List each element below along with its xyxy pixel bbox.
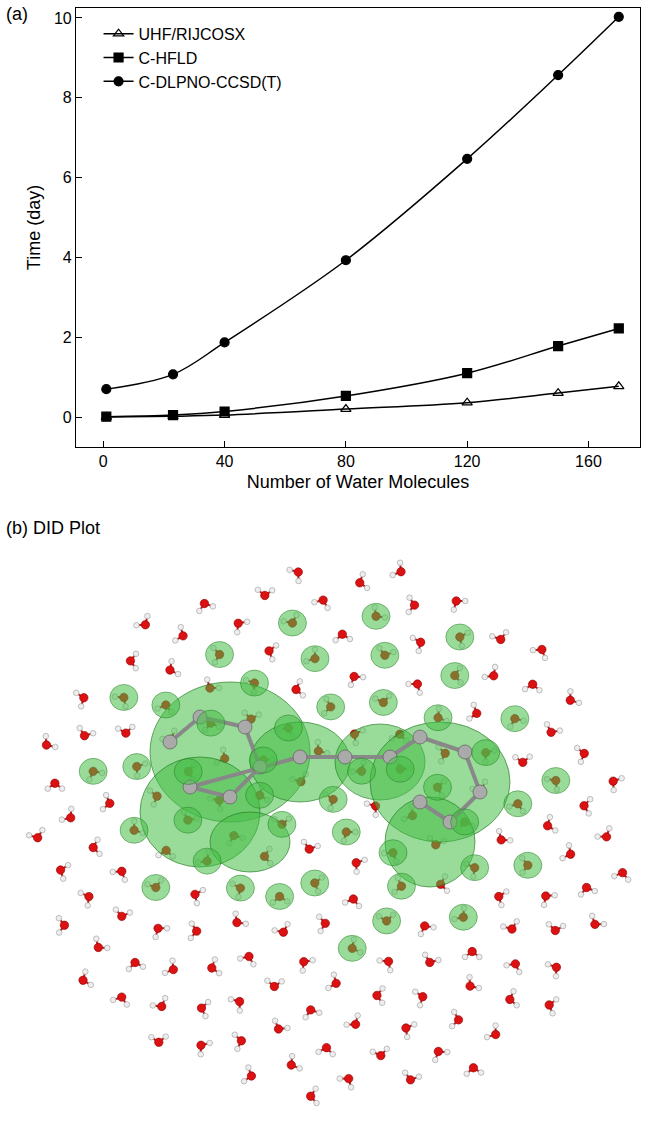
svg-text:0: 0 <box>63 409 72 426</box>
svg-text:6: 6 <box>63 169 72 186</box>
svg-text:2: 2 <box>63 329 72 346</box>
svg-text:40: 40 <box>216 453 234 470</box>
svg-text:0: 0 <box>99 453 108 470</box>
svg-text:UHF/RIJCOSX: UHF/RIJCOSX <box>139 26 246 43</box>
svg-text:(b) DID Plot: (b) DID Plot <box>6 518 100 538</box>
svg-text:4: 4 <box>63 249 72 266</box>
svg-text:C-DLPNO-CCSD(T): C-DLPNO-CCSD(T) <box>139 74 282 91</box>
svg-text:10: 10 <box>54 10 72 27</box>
svg-text:C-HFLD: C-HFLD <box>139 50 198 67</box>
html-text:(a): (a) <box>6 4 28 24</box>
svg-text:160: 160 <box>575 453 602 470</box>
svg-text:80: 80 <box>337 453 355 470</box>
svg-text:120: 120 <box>454 453 481 470</box>
svg-text:Number of Water Molecules: Number of Water Molecules <box>247 472 469 492</box>
svg-text:Time (day): Time (day) <box>24 185 44 270</box>
svg-text:8: 8 <box>63 89 72 106</box>
